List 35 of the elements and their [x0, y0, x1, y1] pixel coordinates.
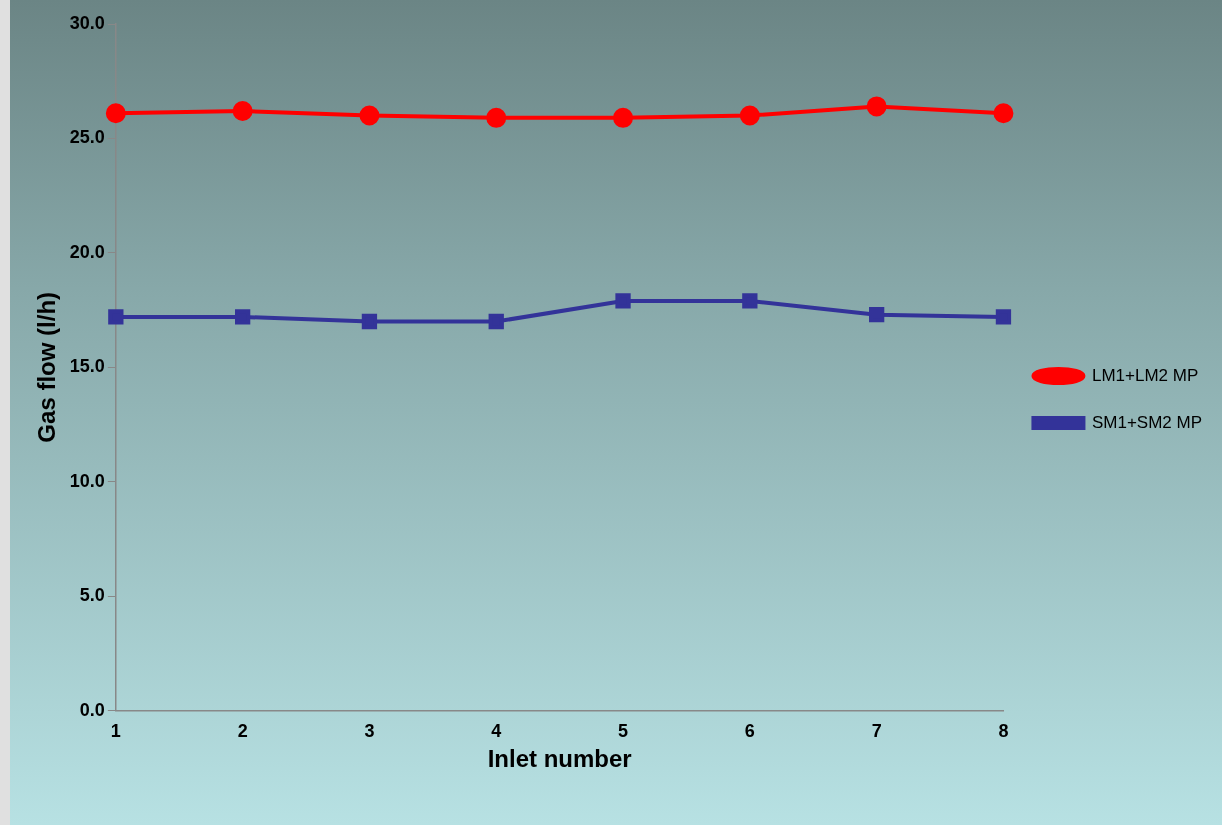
y-axis-title: Gas flow (l/h) [33, 291, 61, 443]
y-tick-label: 5.0 [79, 585, 105, 606]
point [361, 313, 378, 330]
point [613, 107, 634, 128]
y-tick-label: 20.0 [69, 241, 105, 262]
point [868, 307, 885, 323]
x-tick-label: 3 [364, 721, 375, 742]
x-tick-label: 2 [237, 721, 248, 742]
point [739, 105, 760, 126]
point [615, 293, 631, 309]
x-tick-label: 7 [871, 721, 882, 742]
point [993, 103, 1014, 124]
y-tick-label: 10.0 [69, 470, 105, 491]
x-axis-title: Inlet number [487, 745, 632, 773]
y-tick-label: 0.0 [79, 699, 105, 720]
point [234, 309, 251, 325]
x-tick-label: 4 [491, 721, 502, 742]
point [108, 309, 124, 325]
legend-label: SM1+SM2 MP [1091, 412, 1202, 432]
point [995, 309, 1012, 325]
point [105, 103, 126, 124]
y-tick-label: 25.0 [69, 127, 105, 148]
point [359, 105, 380, 126]
point [486, 107, 507, 128]
point [866, 96, 887, 117]
point [742, 293, 758, 309]
y-tick-label: 15.0 [69, 356, 105, 377]
legend-label: LM1+LM2 MP [1091, 365, 1199, 385]
y-tick-label: 30.0 [69, 12, 105, 33]
x-tick-label: 6 [744, 721, 755, 742]
x-tick-label: 8 [998, 721, 1009, 742]
point [488, 313, 504, 330]
point [232, 100, 253, 121]
x-tick-label: 5 [618, 721, 629, 742]
x-tick-label: 1 [110, 721, 121, 742]
